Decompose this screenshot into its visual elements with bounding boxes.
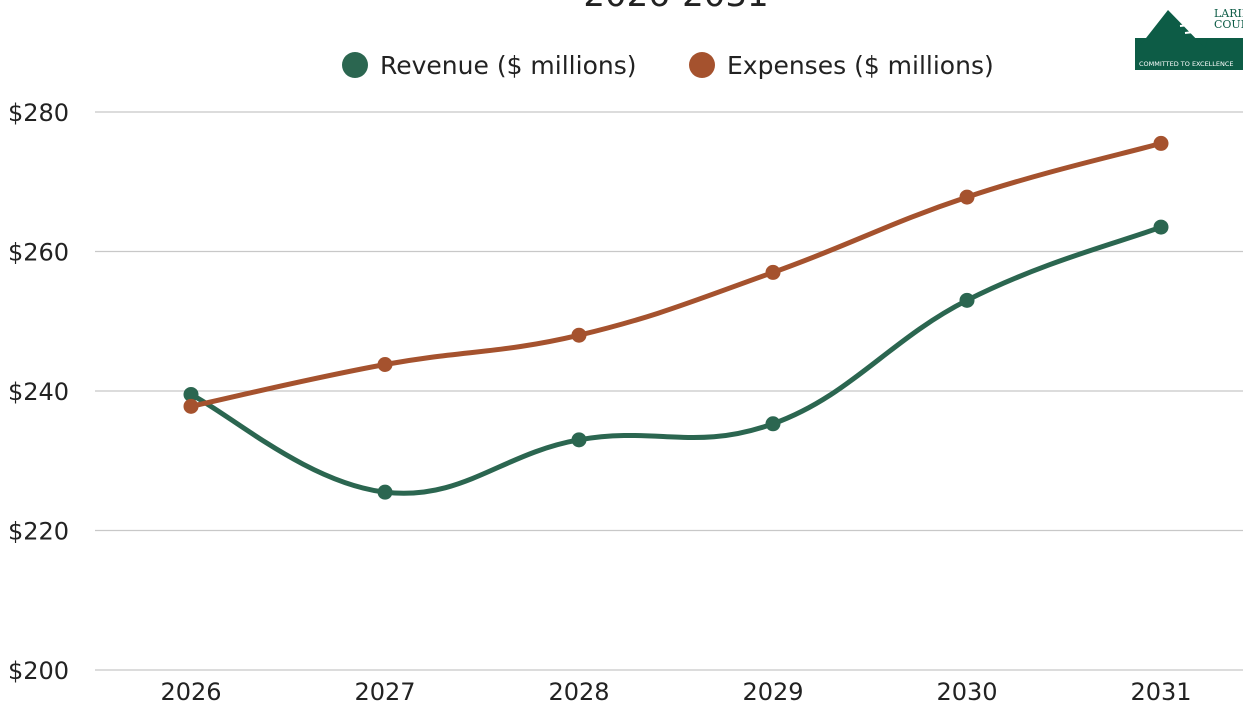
series-line [188, 140, 1164, 409]
series-revenue [183, 219, 1169, 500]
y-tick-label: $200 [8, 657, 69, 685]
data-point [765, 416, 781, 432]
y-axis: $200 $220 $240 $260 $280 [8, 99, 69, 685]
legend-marker [689, 52, 715, 78]
x-tick-label: 2030 [936, 678, 997, 705]
data-point [183, 398, 199, 414]
series-expenses [183, 135, 1169, 414]
data-point [1153, 135, 1169, 151]
chart-title: 2026-2031 [583, 0, 768, 15]
series-line [188, 224, 1164, 496]
logo-mountain-icon [1135, 10, 1243, 70]
logo-line2: COUNTY [1214, 18, 1243, 31]
legend-item: Revenue ($ millions) [342, 51, 636, 80]
data-point [571, 432, 587, 448]
data-point [377, 356, 393, 372]
y-tick-label: $240 [8, 378, 69, 406]
x-axis: 2026 2027 2028 2029 2030 2031 [160, 678, 1191, 705]
logo-ridge-stripe [1184, 28, 1243, 34]
y-tick-label: $260 [8, 239, 69, 267]
x-tick-label: 2028 [548, 678, 609, 705]
series-group [183, 135, 1169, 500]
logo-line1: LARIMER [1214, 7, 1243, 20]
logo-tagline: COMMITTED TO EXCELLENCE [1139, 60, 1234, 68]
data-point [1153, 219, 1169, 235]
data-point [765, 264, 781, 280]
data-point [377, 484, 393, 500]
data-point [959, 292, 975, 308]
data-point [959, 189, 975, 205]
legend-item: Expenses ($ millions) [689, 51, 994, 80]
y-tick-label: $280 [8, 99, 69, 127]
y-tick-label: $220 [8, 518, 69, 546]
legend-label: Expenses ($ millions) [727, 51, 994, 80]
data-point [571, 327, 587, 343]
legend-label: Revenue ($ millions) [380, 51, 636, 80]
grid-lines [95, 111, 1243, 671]
logo-ridge-stripe [1179, 21, 1243, 27]
x-tick-label: 2027 [354, 678, 415, 705]
data-point [183, 386, 199, 402]
larimer-county-logo: LARIMER COUNTY COMMITTED TO EXCELLENCE [1135, 7, 1243, 70]
x-tick-label: 2026 [160, 678, 221, 705]
x-tick-label: 2031 [1130, 678, 1191, 705]
legend-marker [342, 52, 368, 78]
x-tick-label: 2029 [742, 678, 803, 705]
legend: Revenue ($ millions) Expenses ($ millions… [342, 51, 994, 80]
